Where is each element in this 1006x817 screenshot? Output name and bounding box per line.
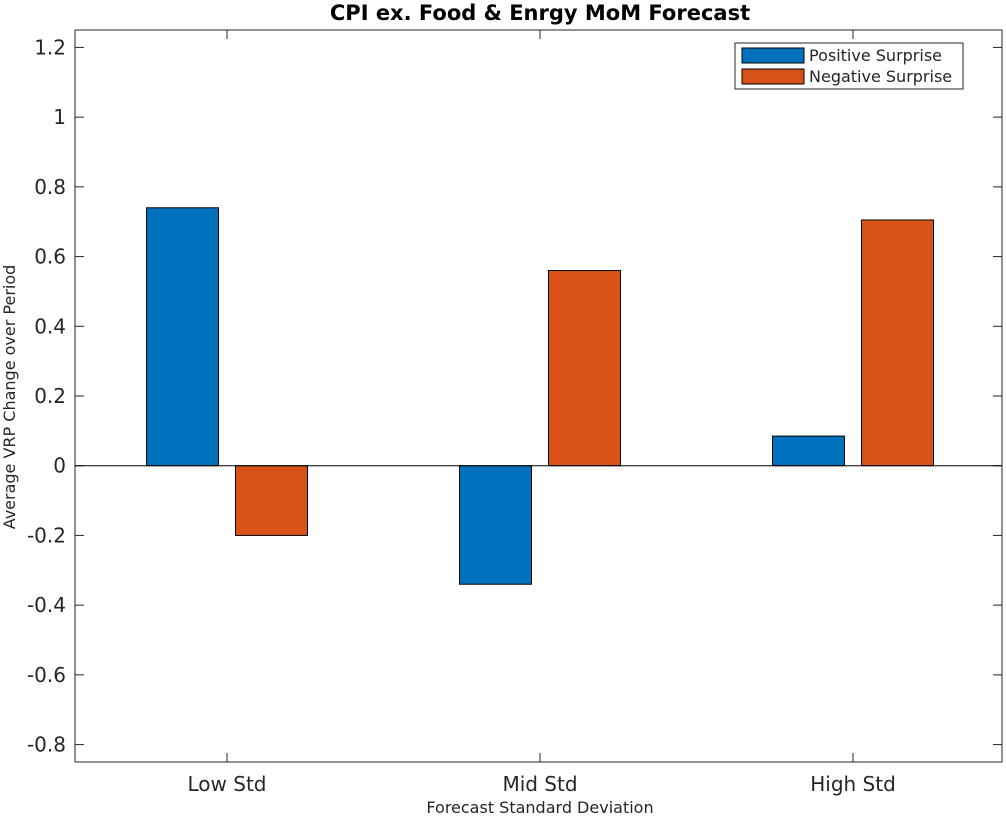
bar-negative-surprise [861,219,934,467]
chart-title: CPI ex. Food & Enrgy MoM Forecast [330,1,750,25]
y-tick-label: 0 [53,454,66,478]
x-tick-label: Low Std [188,772,267,796]
bar-positive-surprise [146,207,219,467]
y-tick-label: 0.6 [34,245,66,269]
x-tick-label: Mid Std [502,772,577,796]
y-tick-label: 0.2 [34,384,66,408]
y-tick-label: -0.4 [27,593,66,617]
bar-negative-surprise [548,270,621,467]
x-axis-label: Forecast Standard Deviation [426,798,653,817]
y-tick-label: -0.2 [27,523,66,547]
bar-negative-surprise [235,465,308,536]
x-tick-label: High Std [810,772,896,796]
y-tick-label: 0.8 [34,175,66,199]
y-axis-label: Average VRP Change over Period [0,265,19,530]
legend-label: Negative Surprise [809,67,952,86]
bar-positive-surprise [772,435,845,467]
y-tick-label: 1.2 [34,35,66,59]
y-tick-label: -0.6 [27,663,66,687]
legend-swatch [741,68,805,85]
y-tick-label: 1 [53,105,66,129]
legend-swatch [741,47,805,64]
y-tick-label: -0.8 [27,733,66,757]
y-tick-label: 0.4 [34,314,66,338]
legend-label: Positive Surprise [809,46,942,65]
plot-area: -0.8 -0.6 -0.4 -0.2 0 0.2 0.4 0.6 0.8 1 1.2 Low Std… [27,29,1003,796]
legend: Positive Surprise Negative Surprise [734,42,964,90]
bar-positive-surprise [459,465,532,585]
